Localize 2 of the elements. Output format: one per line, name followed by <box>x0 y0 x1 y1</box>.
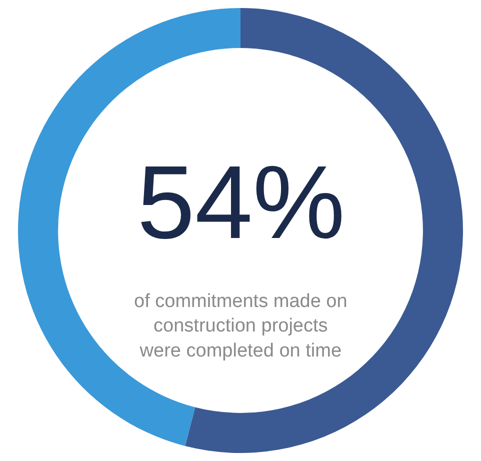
text: of commitments made on construction projects were completed on time <box>134 291 348 362</box>
text: 54% <box>137 145 346 261</box>
